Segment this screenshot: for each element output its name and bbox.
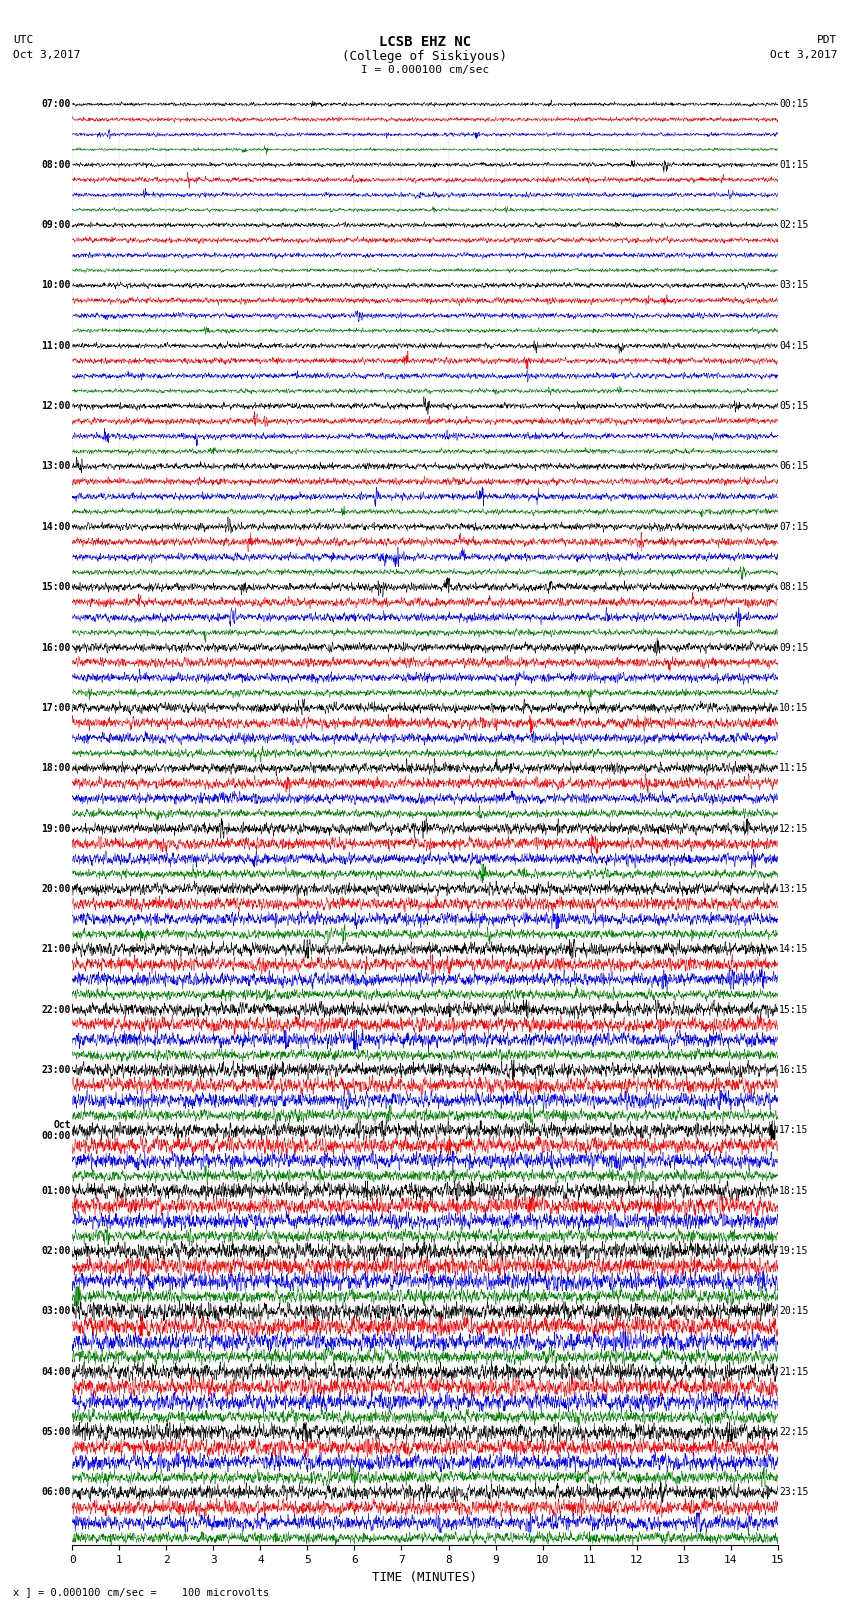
Text: Oct
00:00: Oct 00:00 [42, 1119, 71, 1140]
Text: 23:00: 23:00 [42, 1065, 71, 1074]
Text: 00:15: 00:15 [779, 100, 808, 110]
Text: 07:00: 07:00 [42, 100, 71, 110]
Text: 20:15: 20:15 [779, 1307, 808, 1316]
Text: 08:15: 08:15 [779, 582, 808, 592]
Text: 21:15: 21:15 [779, 1366, 808, 1378]
Text: 17:15: 17:15 [779, 1126, 808, 1136]
Text: 01:15: 01:15 [779, 160, 808, 169]
Text: 05:15: 05:15 [779, 402, 808, 411]
Text: Oct 3,2017: Oct 3,2017 [770, 50, 837, 60]
Text: 09:00: 09:00 [42, 219, 71, 231]
Text: 10:15: 10:15 [779, 703, 808, 713]
Text: Oct 3,2017: Oct 3,2017 [13, 50, 80, 60]
Text: 07:15: 07:15 [779, 521, 808, 532]
Text: 19:00: 19:00 [42, 824, 71, 834]
Text: 18:00: 18:00 [42, 763, 71, 773]
Text: LCSB EHZ NC: LCSB EHZ NC [379, 35, 471, 50]
Text: 05:00: 05:00 [42, 1428, 71, 1437]
Text: PDT: PDT [817, 35, 837, 45]
Text: 03:00: 03:00 [42, 1307, 71, 1316]
Text: 09:15: 09:15 [779, 642, 808, 653]
Text: 11:15: 11:15 [779, 763, 808, 773]
Text: 04:00: 04:00 [42, 1366, 71, 1378]
Text: 02:00: 02:00 [42, 1245, 71, 1257]
Text: 16:00: 16:00 [42, 642, 71, 653]
Text: 15:00: 15:00 [42, 582, 71, 592]
Text: 15:15: 15:15 [779, 1005, 808, 1015]
Text: 18:15: 18:15 [779, 1186, 808, 1195]
Text: 19:15: 19:15 [779, 1245, 808, 1257]
Text: x ] = 0.000100 cm/sec =    100 microvolts: x ] = 0.000100 cm/sec = 100 microvolts [13, 1587, 269, 1597]
Text: 14:15: 14:15 [779, 944, 808, 955]
Text: UTC: UTC [13, 35, 33, 45]
Text: 22:00: 22:00 [42, 1005, 71, 1015]
Text: 14:00: 14:00 [42, 521, 71, 532]
Text: 02:15: 02:15 [779, 219, 808, 231]
X-axis label: TIME (MINUTES): TIME (MINUTES) [372, 1571, 478, 1584]
Text: 17:00: 17:00 [42, 703, 71, 713]
Text: 04:15: 04:15 [779, 340, 808, 350]
Text: 13:00: 13:00 [42, 461, 71, 471]
Text: 12:15: 12:15 [779, 824, 808, 834]
Text: 08:00: 08:00 [42, 160, 71, 169]
Text: 16:15: 16:15 [779, 1065, 808, 1074]
Text: 01:00: 01:00 [42, 1186, 71, 1195]
Text: 13:15: 13:15 [779, 884, 808, 894]
Text: 22:15: 22:15 [779, 1428, 808, 1437]
Text: 11:00: 11:00 [42, 340, 71, 350]
Text: 23:15: 23:15 [779, 1487, 808, 1497]
Text: 06:00: 06:00 [42, 1487, 71, 1497]
Text: 06:15: 06:15 [779, 461, 808, 471]
Text: 03:15: 03:15 [779, 281, 808, 290]
Text: 20:00: 20:00 [42, 884, 71, 894]
Text: 12:00: 12:00 [42, 402, 71, 411]
Text: 21:00: 21:00 [42, 944, 71, 955]
Text: I = 0.000100 cm/sec: I = 0.000100 cm/sec [361, 65, 489, 74]
Text: 10:00: 10:00 [42, 281, 71, 290]
Text: (College of Siskiyous): (College of Siskiyous) [343, 50, 507, 63]
